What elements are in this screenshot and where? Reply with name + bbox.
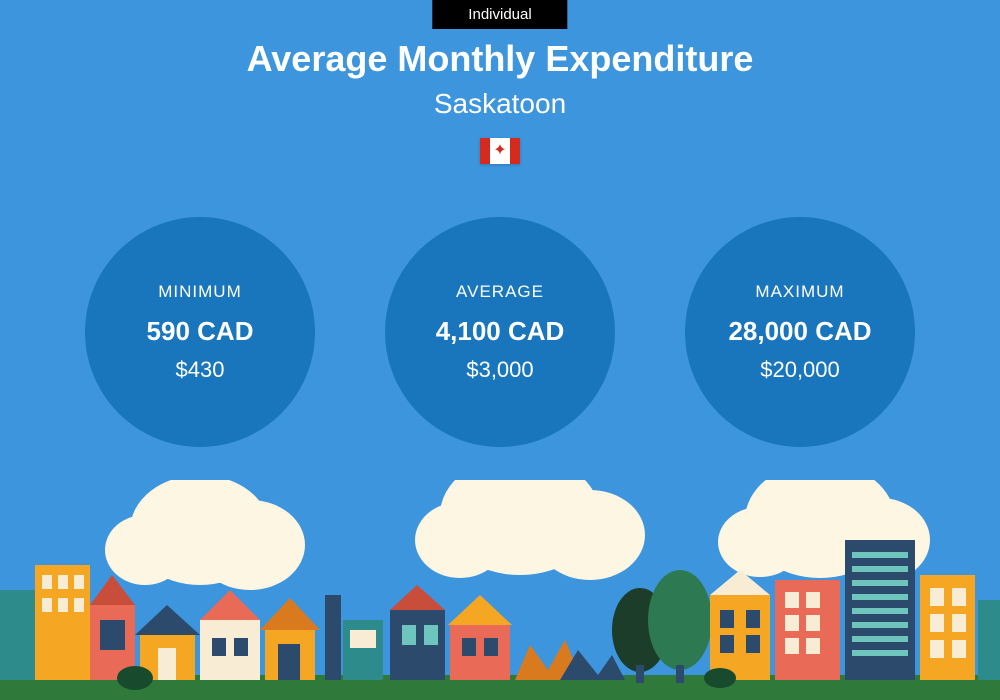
stat-label: MAXIMUM — [755, 282, 844, 302]
page-title: Average Monthly Expenditure — [0, 38, 1000, 80]
stat-circle-minimum: MINIMUM 590 CAD $430 — [85, 217, 315, 447]
stat-value: 28,000 CAD — [728, 316, 871, 347]
category-badge: Individual — [432, 0, 567, 29]
stat-subvalue: $430 — [176, 357, 225, 383]
stat-label: AVERAGE — [456, 282, 544, 302]
stat-subvalue: $20,000 — [760, 357, 840, 383]
stat-label: MINIMUM — [158, 282, 241, 302]
stat-value: 590 CAD — [147, 316, 254, 347]
stat-circle-average: AVERAGE 4,100 CAD $3,000 — [385, 217, 615, 447]
stat-circles: MINIMUM 590 CAD $430 AVERAGE 4,100 CAD $… — [0, 217, 1000, 447]
stat-subvalue: $3,000 — [466, 357, 533, 383]
canada-flag-icon: ✦ — [480, 138, 520, 164]
stat-value: 4,100 CAD — [436, 316, 565, 347]
infographic-page: Individual Average Monthly Expenditure S… — [0, 0, 1000, 700]
maple-leaf-icon: ✦ — [493, 143, 506, 159]
location-subtitle: Saskatoon — [0, 88, 1000, 120]
stat-circle-maximum: MAXIMUM 28,000 CAD $20,000 — [685, 217, 915, 447]
cityscape-illustration — [0, 480, 1000, 700]
